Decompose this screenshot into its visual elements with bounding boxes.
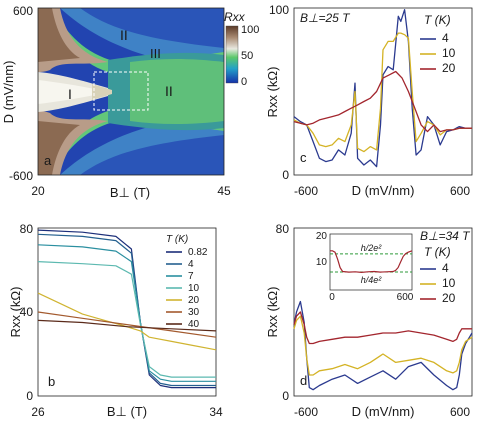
colorbar-tick-50: 50 — [241, 50, 253, 62]
region-label-ii-right: II — [165, 83, 173, 99]
inset-ytick-20: 20 — [316, 231, 328, 242]
panel-c-xlabel: D (mV/nm) — [352, 183, 415, 198]
panel-d-series-line-20 — [293, 311, 472, 345]
panel-b-legend-label-10: 10 — [188, 283, 200, 294]
panel-b-legend-label-4: 4 — [188, 259, 194, 270]
panel-c-frame — [293, 7, 473, 176]
panel-b-xlabel: B⊥ (T) — [107, 404, 147, 419]
panel-c-legend-title: T (K) — [424, 13, 451, 27]
colorbar-label: Rxx — [224, 10, 246, 24]
panel-c-ylabel: Rxx (kΩ) — [265, 67, 280, 118]
panel-c-xtick--600: -600 — [294, 184, 318, 198]
panel-b-letter: b — [48, 374, 55, 389]
panel-b-xtick-26: 26 — [31, 405, 45, 419]
panel-b-legend-label-7: 7 — [188, 271, 194, 282]
panel-a-letter: a — [44, 153, 52, 168]
panel-c-ytick-0: 0 — [282, 168, 289, 182]
region-label-i: I — [68, 86, 72, 102]
panel-d-title: B⊥=34 T — [420, 229, 471, 243]
panel-c-legend-label-4: 4 — [442, 31, 449, 45]
panel-b-ytick-0: 0 — [26, 389, 33, 403]
panel-b-series-line-10 — [37, 261, 216, 378]
panel-b-series — [37, 229, 217, 389]
region-label-iii: III — [150, 46, 161, 61]
panel-b-series-line-20 — [37, 292, 217, 351]
panel-a-xtick-45: 45 — [217, 184, 231, 198]
panel-c-ytick-100: 100 — [269, 3, 289, 17]
panel-d-legend-title: T (K) — [424, 245, 451, 259]
region-label-ii-top: II — [120, 27, 128, 43]
inset-series-line — [330, 250, 413, 274]
panel-c-series — [293, 9, 472, 168]
panel-a: II III I II a 600 -600 20 45 B⊥ (T) D (m… — [1, 4, 259, 200]
panel-c-letter: c — [300, 150, 307, 165]
panel-b: 80 40 0 26 34 B⊥ (T) Rxx (kΩ) b T (K) 0.… — [8, 222, 223, 419]
panel-d-legend-label-10: 10 — [442, 276, 456, 290]
panel-a-ylabel: D (mV/nm) — [1, 61, 16, 124]
panel-a-xlabel: B⊥ (T) — [110, 185, 150, 200]
panel-c-legend-label-10: 10 — [442, 46, 456, 60]
panel-c-legend-label-20: 20 — [442, 61, 456, 75]
panel-d-series-line-10 — [293, 315, 473, 376]
panel-c: B⊥=25 T 100 0 -600 600 D (mV/nm) Rxx (kΩ… — [265, 3, 473, 198]
heatmap-area — [38, 8, 224, 175]
panel-b-legend-label-30: 30 — [188, 307, 200, 318]
panel-d-legend-label-4: 4 — [442, 261, 449, 275]
panel-b-xtick-34: 34 — [209, 405, 223, 419]
inset-xtick-600: 600 — [397, 292, 414, 303]
panel-d-xtick-600: 600 — [450, 405, 470, 419]
panel-c-series-line-10 — [293, 32, 472, 153]
colorbar-tick-100: 100 — [241, 24, 259, 36]
panel-b-ytick-40: 40 — [20, 305, 34, 319]
panel-d: B⊥=34 T 80 0 -600 600 D (mV/nm) Rxx (kΩ)… — [265, 222, 473, 419]
panel-c-series-line-20 — [293, 70, 472, 133]
panel-b-series-line-30 — [37, 311, 217, 338]
panel-b-legend-label-20: 20 — [188, 295, 200, 306]
panel-d-xtick--600: -600 — [294, 405, 318, 419]
colorbar-tick-0: 0 — [241, 76, 247, 88]
panel-d-series-line-4 — [293, 300, 473, 391]
inset-series: h/2e² h/4e² — [330, 243, 413, 285]
inset-guide-label-0: h/2e² — [361, 243, 383, 253]
highlight-box — [93, 71, 149, 111]
panel-b-series-line-40 — [37, 319, 217, 332]
colorbar: Rxx 100 50 0 — [224, 10, 259, 88]
panel-b-ylabel: Rxx (kΩ) — [8, 287, 23, 338]
panel-d-ylabel: Rxx (kΩ) — [265, 287, 280, 338]
inset-ytick-10: 10 — [316, 257, 328, 268]
panel-c-title: B⊥=25 T — [300, 11, 351, 25]
panel-d-xlabel: D (mV/nm) — [352, 404, 415, 419]
panel-c-xtick-600: 600 — [450, 184, 470, 198]
panel-d-ytick-0: 0 — [282, 389, 289, 403]
panel-b-legend-title: T (K) — [166, 234, 188, 245]
panel-d-ytick-80: 80 — [276, 222, 290, 236]
panel-b-ytick-80: 80 — [20, 222, 34, 236]
panel-d-legend-label-20: 20 — [442, 291, 456, 305]
panel-a-ytick--600: -600 — [9, 169, 33, 183]
panel-c-series-line-4 — [293, 9, 472, 168]
inset-guide-label-1: h/4e² — [361, 275, 383, 285]
panel-b-legend-label-40: 40 — [188, 319, 200, 330]
inset-xtick-0: 0 — [329, 292, 335, 303]
panel-d-frame — [293, 227, 473, 397]
panel-a-xtick-20: 20 — [31, 184, 45, 198]
panel-b-legend-label-0.82: 0.82 — [188, 247, 208, 258]
panel-d-series — [293, 300, 473, 391]
inset-frame — [329, 233, 413, 291]
panel-d-letter: d — [300, 373, 307, 388]
panel-a-ytick-600: 600 — [13, 4, 33, 18]
